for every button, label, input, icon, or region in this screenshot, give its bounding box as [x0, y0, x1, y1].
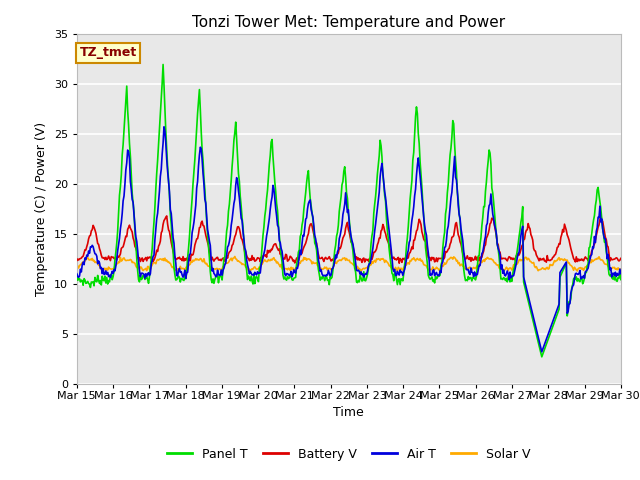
Legend: Panel T, Battery V, Air T, Solar V: Panel T, Battery V, Air T, Solar V [163, 443, 535, 466]
X-axis label: Time: Time [333, 407, 364, 420]
Text: TZ_tmet: TZ_tmet [79, 47, 137, 60]
Y-axis label: Temperature (C) / Power (V): Temperature (C) / Power (V) [35, 122, 48, 296]
Title: Tonzi Tower Met: Temperature and Power: Tonzi Tower Met: Temperature and Power [192, 15, 506, 30]
